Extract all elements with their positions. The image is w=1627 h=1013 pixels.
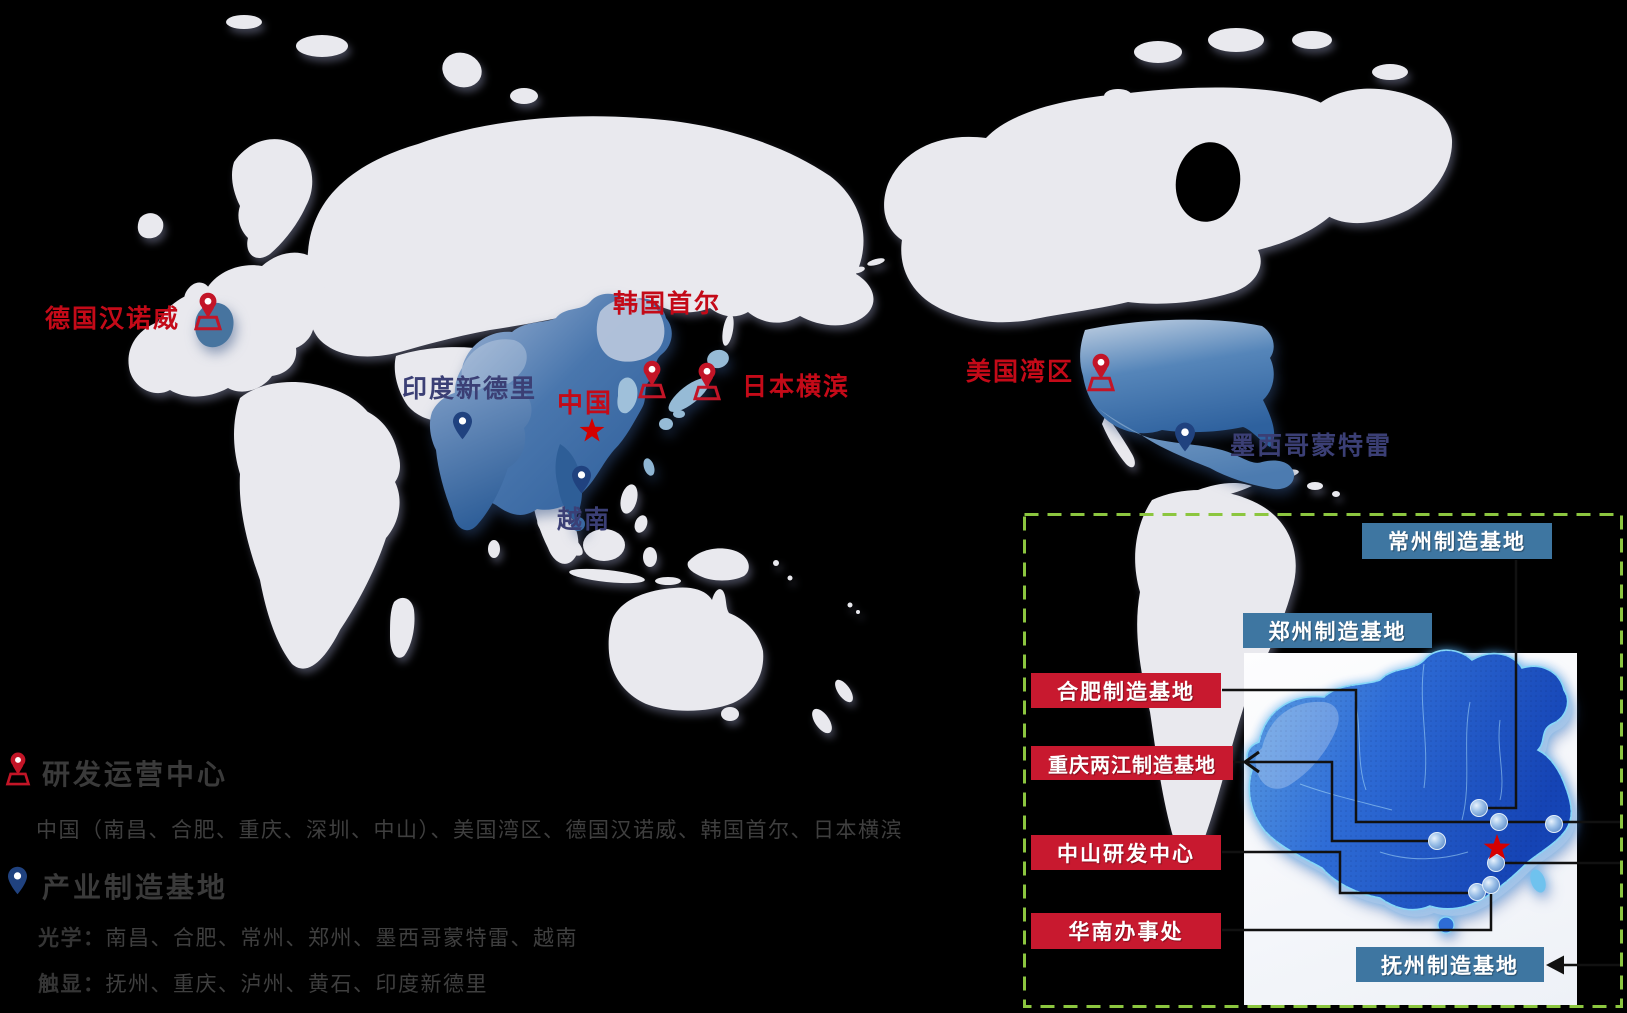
- mfg-pin-icon-legend: [7, 864, 28, 897]
- korea: [617, 377, 638, 414]
- inset-label-zhengzhou: 郑州制造基地: [1243, 613, 1432, 648]
- scandinavia: [232, 139, 313, 259]
- legend-touch-row: 触显：抚州、重庆、泸州、黄石、印度新德里: [38, 968, 488, 998]
- greenland: [1300, 88, 1453, 224]
- sakhalin: [722, 314, 734, 346]
- arrowhead-fuzhou: [1546, 955, 1564, 975]
- inset-label-fuzhou: 抚州制造基地: [1356, 947, 1544, 982]
- australia: [608, 587, 764, 711]
- inset-hq-star-icon: [1483, 834, 1511, 860]
- inset-taiwan: [1530, 869, 1546, 893]
- hainan: [571, 517, 585, 531]
- aleutians-1: [867, 258, 885, 266]
- marker-label-korea: 韩国首尔: [613, 289, 722, 318]
- new-zealand-south: [812, 708, 832, 734]
- highlighted-countries-layer: [195, 293, 1295, 531]
- marker-label-mexico: 墨西哥蒙特雷: [1230, 431, 1393, 460]
- markers-layer: [194, 291, 1195, 494]
- country-germany: [195, 302, 234, 348]
- inset-label-hefei: 合肥制造基地: [1031, 673, 1221, 708]
- legend-optics-label: 光学：: [38, 926, 106, 950]
- marker-label-japan: 日本横滨: [742, 372, 851, 401]
- middle-east: [302, 404, 400, 494]
- country-usa: [1080, 319, 1275, 447]
- central-america: [1164, 483, 1252, 506]
- china-west-shade: [461, 339, 527, 393]
- continent-russia-asia: [305, 116, 874, 357]
- borneo: [583, 529, 625, 561]
- hudson-bay: [1175, 142, 1241, 222]
- new-guinea: [687, 548, 749, 581]
- philippines-mindanao: [634, 515, 648, 533]
- legend-optics-items: 南昌、合肥、常州、郑州、墨西哥蒙特雷、越南: [105, 926, 578, 950]
- inset-china-silhouette: [1246, 649, 1576, 934]
- hispaniola: [1307, 482, 1323, 490]
- legend-touch-label: 触显：: [38, 972, 106, 996]
- baja-california: [1102, 414, 1135, 468]
- sumatra: [537, 518, 583, 556]
- tasmania: [721, 707, 739, 721]
- legend-optics-row: 光学：南昌、合肥、常州、郑州、墨西哥蒙特雷、越南: [38, 922, 578, 952]
- inset-connector-lines: [1222, 560, 1620, 967]
- inset-china-west-shade: [1255, 701, 1339, 789]
- marker-label-china: 中国: [557, 389, 614, 419]
- madagascar: [390, 597, 415, 658]
- arrowhead-chongqing: [1242, 750, 1260, 774]
- java: [569, 568, 645, 584]
- sulawesi: [643, 547, 657, 567]
- china-northeast-shade: [596, 298, 665, 362]
- legend-mfg-title: 产业制造基地: [42, 871, 229, 904]
- inset-dashed-border: [1023, 513, 1623, 1008]
- sri-lanka: [488, 540, 500, 558]
- new-zealand-north: [835, 679, 853, 703]
- inset-label-changzhou: 常州制造基地: [1362, 523, 1552, 559]
- japan-hokkaido: [707, 349, 729, 369]
- iceland: [137, 213, 164, 239]
- inset-label-chongqing: 重庆两江制造基地: [1031, 746, 1233, 780]
- inset-label-zhongshan: 中山研发中心: [1031, 835, 1221, 870]
- marker-label-india: 印度新德里: [402, 374, 538, 403]
- marker-label-vietnam: 越南: [557, 505, 612, 534]
- country-vietnam: [555, 444, 582, 520]
- lesser-sunda: [655, 577, 681, 585]
- legend-touch-items: 抚州、重庆、泸州、黄石、印度新德里: [105, 972, 488, 996]
- japan-kyushu: [659, 418, 673, 430]
- kamchatka: [789, 222, 812, 299]
- legend-rd-items: 中国（南昌、合肥、重庆、深圳、中山）、美国湾区、德国汉诺威、韩国首尔、日本横滨: [36, 818, 903, 842]
- inset-site-dots: [1428, 799, 1563, 901]
- legend-rd-title: 研发运营中心: [42, 758, 229, 791]
- marker-label-germany: 德国汉诺威: [45, 304, 181, 333]
- philippines-luzon: [620, 484, 638, 514]
- aleutians-2: [851, 266, 865, 274]
- japan-shikoku: [673, 410, 685, 418]
- continent-north-america: [884, 87, 1353, 323]
- country-mexico: [1098, 408, 1295, 490]
- marker-label-usa: 美国湾区: [966, 357, 1075, 386]
- china-star-icon: [579, 418, 605, 442]
- taiwan: [643, 458, 655, 476]
- rd-pin-icon-legend: [4, 750, 32, 787]
- inset-label-huanan: 华南办事处: [1031, 913, 1221, 949]
